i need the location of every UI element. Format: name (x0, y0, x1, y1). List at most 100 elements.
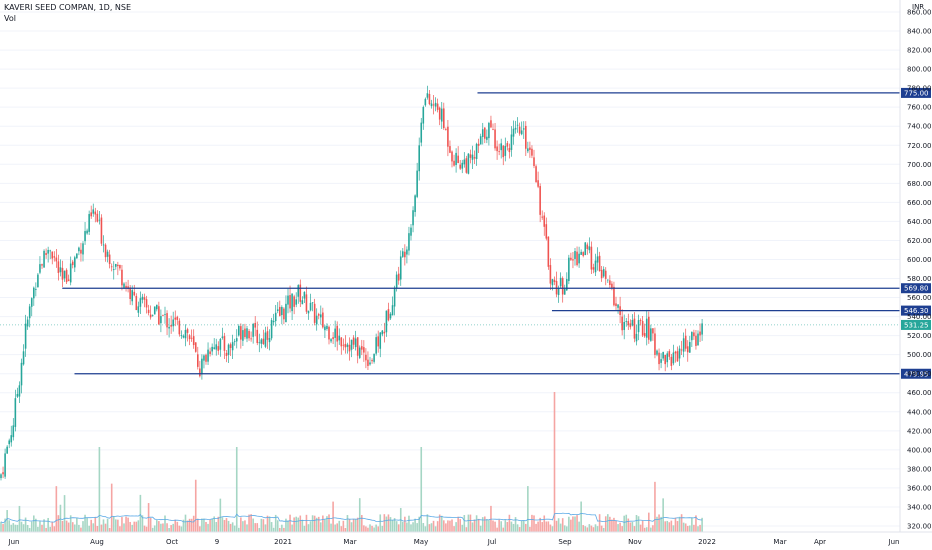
candle-body (369, 362, 371, 365)
candle-body (633, 318, 636, 339)
volume-bar (168, 527, 170, 532)
volume-bar (658, 514, 660, 532)
candle-body (502, 145, 505, 158)
volume-bar (221, 517, 224, 532)
volume-bar (180, 526, 183, 532)
candle-body (43, 250, 45, 268)
volume-bar (238, 527, 240, 532)
volume-bar (541, 522, 543, 532)
volume-bar (135, 521, 138, 532)
volume-bar (434, 526, 437, 532)
candle-body (510, 134, 513, 150)
volume-bar (352, 519, 355, 532)
volume-bar (369, 524, 371, 532)
candle-body (410, 227, 412, 236)
y-tick-label: 560.00 (907, 294, 932, 302)
volume-bar (78, 524, 80, 532)
candle-body (121, 269, 123, 286)
volume-bar (668, 522, 671, 532)
volume-bar (315, 517, 318, 532)
volume-bar (217, 516, 220, 532)
volume-bar (262, 519, 265, 532)
candle-body (67, 279, 70, 281)
volume-bar (285, 518, 287, 532)
volume-bar (330, 523, 332, 532)
candle-body (74, 257, 76, 268)
y-tick-label: 500.00 (907, 351, 932, 359)
candle-body (47, 249, 49, 254)
candle-body (336, 325, 338, 342)
candle-body (500, 143, 502, 151)
volume-bar (158, 521, 160, 532)
candle-body (354, 338, 357, 348)
y-tick-label: 760.00 (907, 104, 932, 112)
x-tick-label: Jun (8, 538, 20, 546)
volume-bar (297, 517, 300, 532)
volume-bar (689, 525, 691, 532)
volume-bar (514, 517, 517, 532)
candle-body (71, 261, 74, 266)
candle-body (315, 315, 318, 325)
volume-bar (295, 516, 297, 532)
candle-body (635, 333, 638, 342)
y-tick-label: 600.00 (907, 256, 932, 264)
volume-bar (453, 526, 455, 532)
volume-bar (428, 524, 431, 532)
candle-body (92, 209, 95, 214)
volume-bar (96, 526, 99, 532)
volume-bar (332, 501, 334, 532)
volume-bar (313, 515, 316, 532)
candle-body (588, 246, 591, 251)
candle-body (670, 356, 673, 366)
volume-bar (613, 517, 615, 532)
y-tick-label: 620.00 (907, 237, 932, 245)
volume-bar (0, 521, 2, 532)
candle-body (617, 304, 619, 308)
x-tick-label: 2022 (698, 538, 716, 546)
volume-bar (691, 517, 693, 532)
volume-bar (229, 523, 232, 532)
volume-bar (631, 521, 634, 532)
candle-body (529, 147, 531, 150)
y-tick-label: 460.00 (907, 389, 932, 397)
candle-body (547, 236, 550, 267)
candle-body (188, 335, 191, 340)
candle-body (313, 303, 316, 323)
y-tick-label: 440.00 (907, 408, 932, 416)
volume-bar (182, 519, 185, 532)
volume-bar (527, 486, 529, 532)
volume-bar (619, 522, 621, 532)
candle-body (356, 337, 359, 356)
candle-body (701, 323, 703, 335)
volume-bar (586, 527, 589, 532)
candle-body (242, 330, 244, 341)
horizontal-levels[interactable]: 775.00 569.80 546.30 479.95 531.25 (0, 87, 931, 379)
volume-bar (635, 515, 638, 532)
volume-bar (408, 515, 410, 532)
candle-body (389, 313, 392, 319)
candle-body (672, 352, 675, 364)
volume-bar (162, 523, 164, 532)
candle-body (656, 350, 658, 355)
volume-bar (520, 520, 523, 532)
candle-body (506, 143, 509, 147)
candle-body (328, 326, 330, 340)
candle-body (317, 314, 320, 316)
candle-body (153, 306, 156, 315)
candle-body (416, 170, 418, 197)
candle-body (190, 337, 193, 339)
candle-body (309, 302, 312, 311)
volume-bar (205, 521, 207, 532)
volume-bar (199, 526, 201, 532)
volume-bar (149, 517, 152, 532)
candle-body (156, 304, 158, 310)
volume-bar (363, 525, 365, 532)
volume-bar (537, 521, 539, 532)
volume-bar (580, 501, 582, 532)
candle-body (391, 305, 394, 316)
volume-bar (389, 517, 392, 532)
volume-bar (8, 520, 10, 532)
volume-bar (506, 522, 509, 532)
volume-bar (270, 522, 273, 532)
